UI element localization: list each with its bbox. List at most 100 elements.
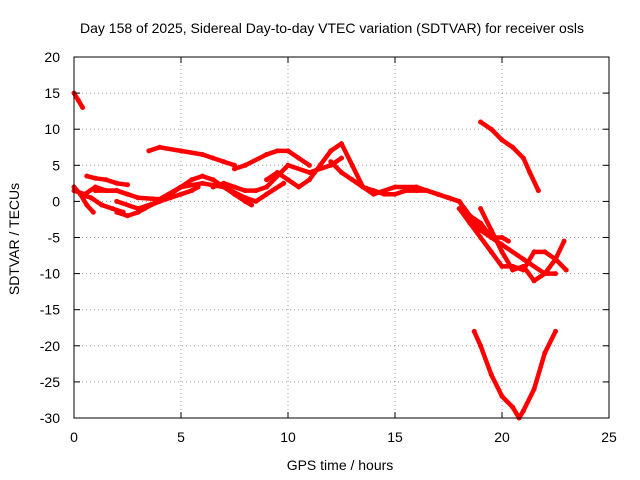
data-point bbox=[413, 188, 419, 194]
data-point bbox=[542, 271, 548, 277]
data-point bbox=[281, 180, 287, 186]
series-arc-10 bbox=[328, 159, 511, 244]
data-point bbox=[264, 177, 270, 183]
data-point bbox=[531, 386, 537, 392]
data-point bbox=[471, 328, 477, 334]
series-arc-1 bbox=[84, 173, 130, 188]
data-point bbox=[446, 195, 451, 201]
series-line bbox=[114, 184, 201, 219]
data-point bbox=[553, 256, 558, 262]
x-tick-label: 0 bbox=[70, 429, 78, 445]
data-point bbox=[99, 202, 105, 208]
data-point bbox=[274, 148, 280, 154]
data-point bbox=[114, 209, 120, 215]
x-tick-label: 15 bbox=[387, 429, 403, 445]
grid-lines bbox=[74, 57, 609, 418]
data-point bbox=[339, 155, 344, 161]
data-point bbox=[135, 195, 141, 201]
data-point bbox=[553, 328, 558, 334]
data-point bbox=[249, 202, 255, 208]
y-tick-label: 20 bbox=[44, 49, 60, 65]
data-point bbox=[339, 141, 344, 147]
data-point bbox=[456, 198, 462, 204]
data-point bbox=[424, 188, 430, 194]
data-point bbox=[221, 159, 227, 165]
data-point bbox=[92, 188, 98, 194]
data-point bbox=[531, 249, 537, 255]
axis-ticks: 0 5 10 15 20 25 -30 -25 -20 -15 -10 -5 0 5 10 15 20 bbox=[40, 49, 617, 445]
x-tick-label: 10 bbox=[280, 429, 296, 445]
data-point bbox=[499, 235, 505, 240]
data-point bbox=[242, 198, 248, 204]
data-point bbox=[178, 148, 184, 154]
data-point bbox=[317, 162, 323, 168]
data-point bbox=[125, 213, 130, 219]
x-axis-label: GPS time / hours bbox=[287, 457, 394, 473]
data-point bbox=[296, 155, 302, 161]
data-point bbox=[285, 177, 291, 183]
data-point bbox=[328, 148, 334, 154]
data-point bbox=[403, 188, 409, 194]
data-point bbox=[88, 195, 94, 201]
data-point bbox=[413, 184, 419, 190]
data-series-layer bbox=[71, 90, 569, 421]
y-tick-label: 15 bbox=[44, 85, 60, 101]
series-arc-9 bbox=[264, 141, 558, 277]
data-point bbox=[135, 209, 141, 215]
data-point bbox=[103, 177, 109, 183]
series-arc-5 bbox=[114, 184, 201, 219]
series-arc-14 bbox=[471, 328, 558, 421]
data-point bbox=[157, 198, 163, 204]
data-point bbox=[296, 184, 302, 190]
data-point bbox=[478, 220, 484, 226]
data-point bbox=[146, 148, 152, 154]
y-tick-label: -15 bbox=[40, 302, 60, 318]
y-tick-label: -5 bbox=[48, 230, 61, 246]
y-tick-label: 5 bbox=[52, 157, 60, 173]
data-point bbox=[456, 206, 462, 212]
data-point bbox=[488, 126, 494, 132]
data-point bbox=[90, 209, 96, 215]
series-line bbox=[471, 329, 558, 421]
series-arc-12 bbox=[478, 206, 567, 284]
data-point bbox=[478, 119, 484, 125]
data-point bbox=[499, 393, 505, 399]
data-point bbox=[542, 249, 548, 255]
data-point bbox=[157, 144, 163, 150]
data-point bbox=[75, 97, 81, 103]
data-point bbox=[232, 166, 237, 172]
data-point bbox=[84, 202, 90, 208]
data-point bbox=[553, 271, 558, 277]
data-point bbox=[563, 267, 569, 273]
data-point bbox=[520, 256, 526, 262]
y-tick-label: -30 bbox=[40, 410, 60, 426]
data-point bbox=[510, 267, 516, 273]
data-point bbox=[349, 177, 355, 183]
data-point bbox=[488, 227, 494, 233]
data-point bbox=[478, 235, 484, 240]
data-point bbox=[306, 170, 312, 175]
series-arc-6 bbox=[146, 144, 237, 168]
data-point bbox=[199, 152, 205, 157]
data-point bbox=[195, 184, 201, 190]
data-point bbox=[210, 155, 216, 161]
y-tick-label: -10 bbox=[40, 266, 60, 282]
data-point bbox=[478, 343, 484, 349]
data-point bbox=[542, 350, 548, 356]
data-point bbox=[535, 188, 541, 194]
data-point bbox=[264, 152, 270, 157]
x-tick-label: 25 bbox=[601, 429, 617, 445]
y-axis-label: SDTVAR / TECUs bbox=[6, 183, 22, 295]
data-point bbox=[242, 162, 248, 168]
x-tick-label: 5 bbox=[177, 429, 185, 445]
data-point bbox=[520, 155, 526, 161]
data-point bbox=[221, 180, 227, 186]
data-point bbox=[264, 184, 270, 190]
data-point bbox=[339, 170, 344, 175]
data-point bbox=[232, 184, 237, 190]
data-point bbox=[381, 191, 387, 197]
data-point bbox=[242, 188, 248, 194]
data-point bbox=[505, 238, 511, 244]
series-arc-8 bbox=[232, 148, 312, 172]
data-point bbox=[80, 105, 86, 110]
